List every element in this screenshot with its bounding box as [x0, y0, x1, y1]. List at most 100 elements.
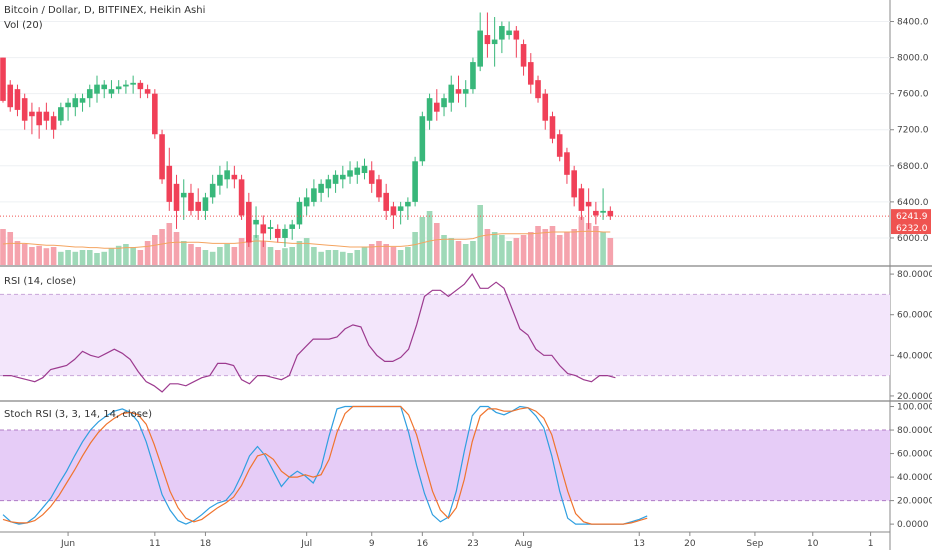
- time-tick-label: Sep: [746, 539, 763, 549]
- volume-bar: [484, 229, 491, 265]
- time-tick-label: Jul: [300, 539, 312, 549]
- candle-body: [159, 134, 165, 180]
- candle-body: [123, 84, 129, 87]
- stoch-band: [0, 430, 890, 501]
- time-tick-label: 11: [149, 539, 160, 549]
- volume-bar: [520, 235, 527, 265]
- volume-bar: [571, 229, 577, 265]
- candle-body: [361, 165, 368, 174]
- volume-bar: [419, 217, 426, 265]
- volume-bar: [260, 241, 267, 265]
- candle-body: [354, 167, 361, 175]
- rsi-tick-label: 80.0000: [897, 270, 932, 280]
- volume-bar: [21, 244, 28, 265]
- volume-bar: [43, 248, 50, 265]
- stoch-tick-label: 20.0000: [897, 497, 932, 507]
- volume-bar: [311, 247, 317, 265]
- time-tick-label: 10: [807, 539, 819, 549]
- volume-bar: [79, 250, 86, 265]
- volume-bar: [86, 250, 93, 265]
- time-tick-label: 18: [200, 539, 212, 549]
- volume-bar: [325, 250, 332, 265]
- volume-bar: [209, 251, 216, 265]
- volume-bar: [130, 247, 136, 265]
- candle-body: [202, 197, 209, 211]
- candle-body: [289, 224, 295, 229]
- volume-bar: [195, 247, 202, 265]
- volume-bar: [274, 250, 281, 265]
- volume-bar: [202, 250, 209, 265]
- volume-bar: [65, 250, 71, 265]
- volume-bar: [535, 226, 541, 265]
- volume-bar: [340, 251, 346, 265]
- stoch-k-line: [2, 405, 648, 525]
- candle-body: [43, 111, 50, 121]
- candle-body: [253, 219, 259, 225]
- time-tick-label: 1: [868, 539, 874, 549]
- volume-bar: [455, 241, 462, 265]
- stoch-pane-title: Stoch RSI (3, 3, 14, 14, close): [4, 409, 152, 420]
- candle-body: [144, 89, 151, 94]
- candle-body: [426, 98, 433, 121]
- time-tick-label: 16: [417, 539, 429, 549]
- volume-bar: [231, 247, 238, 265]
- candle-body: [108, 89, 115, 94]
- volume-label: Vol (20): [4, 20, 43, 31]
- volume-bar: [390, 247, 397, 265]
- candle-body: [137, 82, 144, 90]
- candle-body: [166, 165, 173, 202]
- volume-bar: [159, 229, 165, 265]
- candle-body: [491, 39, 498, 45]
- time-tick-label: Jun: [60, 539, 75, 549]
- candle-body: [347, 170, 353, 177]
- volume-bar: [0, 229, 6, 265]
- volume-bar: [426, 211, 433, 265]
- candle-body: [14, 89, 21, 110]
- candle-body: [115, 86, 122, 90]
- candle-body: [325, 179, 332, 189]
- last-price-tag: [891, 209, 931, 223]
- volume-bar: [470, 241, 476, 265]
- candle-body: [368, 170, 375, 184]
- stoch-tick-label: 40.0000: [897, 473, 932, 483]
- volume-bar: [412, 232, 418, 265]
- volume-bar: [549, 226, 556, 265]
- volume-bar: [137, 250, 144, 265]
- volume-bar: [108, 248, 115, 265]
- stoch-tick-label: 60.0000: [897, 450, 932, 460]
- candle-body: [332, 174, 339, 184]
- candle-body: [29, 111, 35, 117]
- candle-body: [79, 98, 86, 103]
- candle-body: [274, 228, 281, 238]
- volume-bar: [166, 223, 173, 265]
- volume-bar: [152, 235, 158, 265]
- rsi-band: [0, 294, 890, 376]
- candle-body: [462, 89, 469, 94]
- candle-body: [412, 161, 418, 202]
- price-tick-label: 6400.0: [897, 198, 929, 208]
- candle-body: [231, 174, 238, 180]
- candle-body: [585, 201, 592, 207]
- volume-bar: [332, 250, 339, 265]
- candle-body: [477, 30, 483, 67]
- candle-body: [506, 30, 512, 36]
- price-tick-label: 7600.0: [897, 90, 929, 100]
- volume-bar: [397, 250, 404, 265]
- volume-bar: [347, 253, 353, 265]
- volume-bar: [527, 232, 534, 265]
- candle-body: [513, 30, 520, 40]
- rsi-tick-label: 60.0000: [897, 311, 932, 321]
- candle-body: [188, 192, 194, 211]
- volume-bar: [267, 247, 274, 265]
- rsi-tick-label: 20.0000: [897, 392, 932, 402]
- candle-body: [303, 197, 310, 207]
- candle-body: [224, 170, 230, 180]
- volume-bar: [94, 253, 100, 265]
- volume-bar: [101, 251, 108, 265]
- rsi-line: [3, 273, 616, 393]
- candle-body: [499, 26, 505, 40]
- candle-body: [470, 62, 476, 90]
- candle-body: [21, 98, 28, 121]
